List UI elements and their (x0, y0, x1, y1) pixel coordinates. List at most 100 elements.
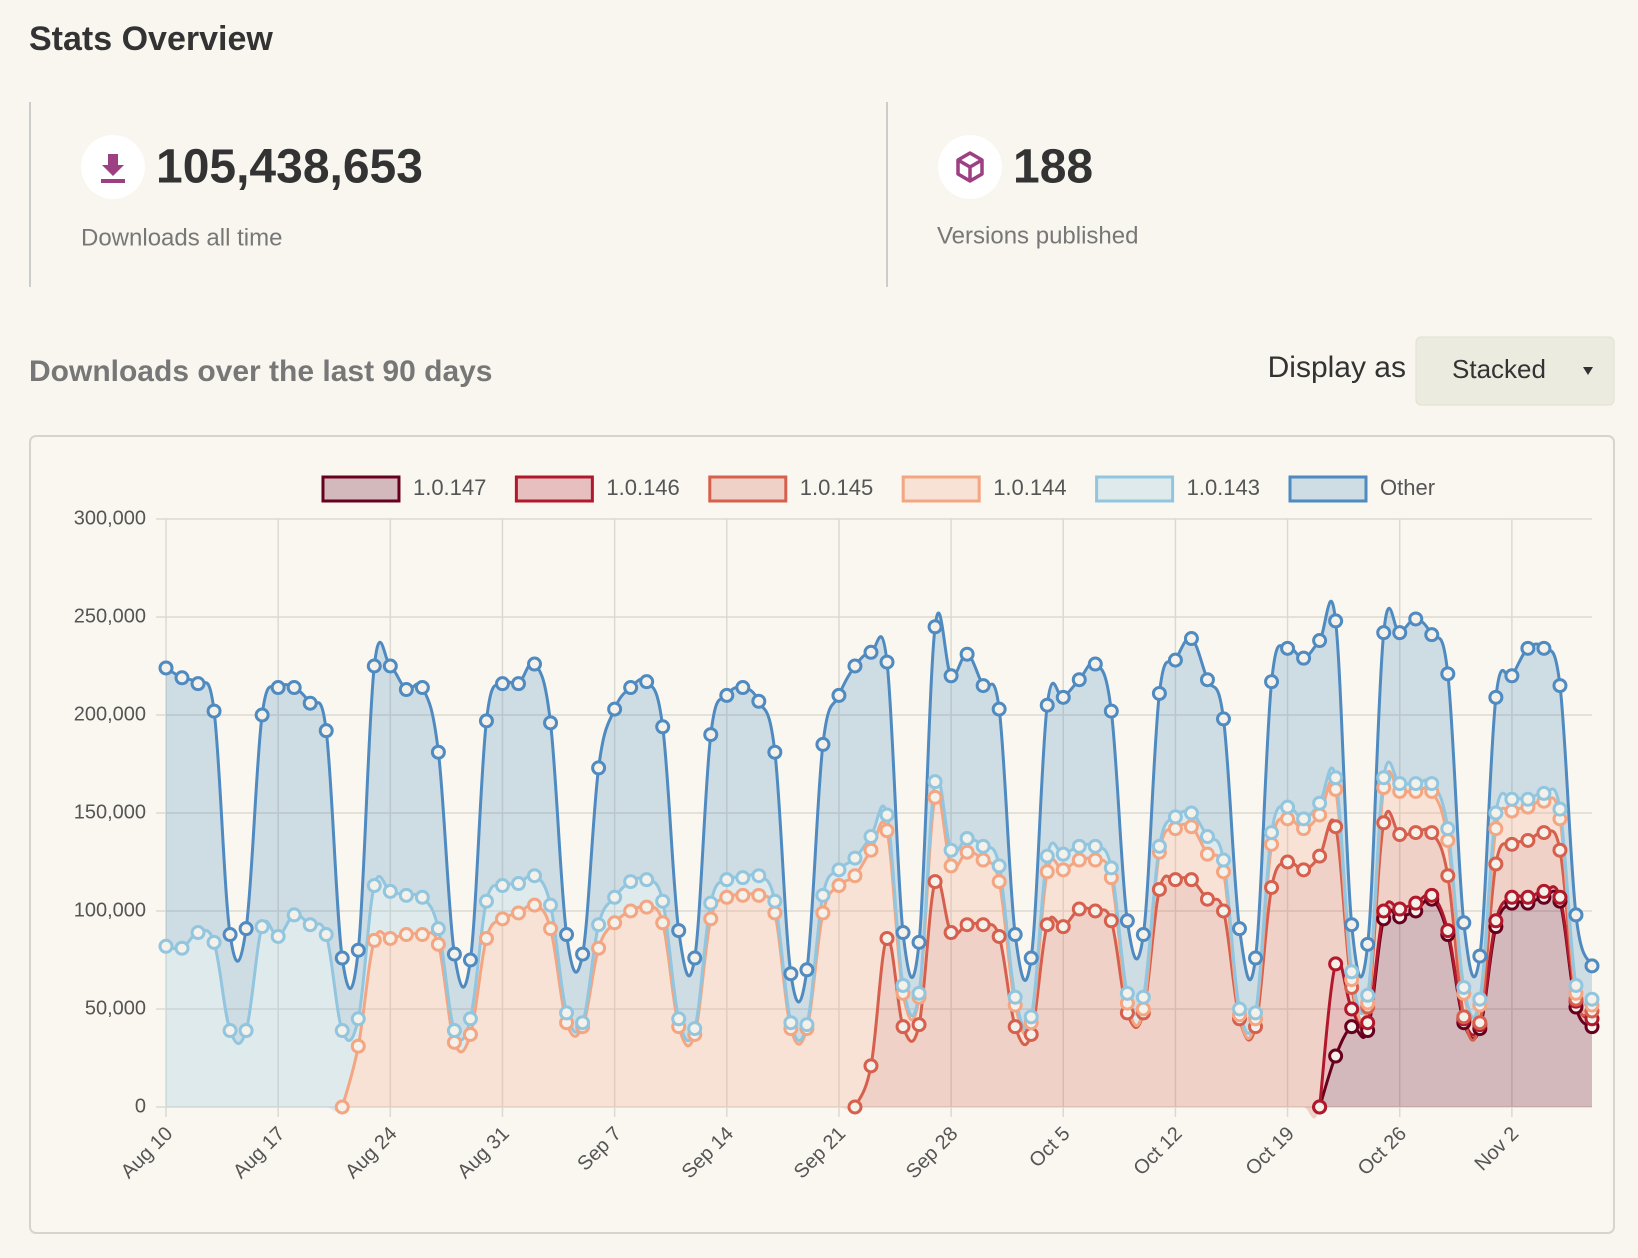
stat-label: Versions published (937, 222, 1138, 249)
point (430, 936, 446, 952)
point (1103, 860, 1119, 876)
point (1360, 987, 1376, 1003)
point (1424, 627, 1440, 643)
point (575, 946, 591, 962)
point (350, 1011, 366, 1027)
point (687, 1021, 703, 1037)
point (975, 838, 991, 854)
legend-swatch (1095, 475, 1175, 503)
point (1408, 825, 1424, 841)
point (1264, 836, 1280, 852)
point (1408, 611, 1424, 627)
point (1071, 672, 1087, 688)
point (1039, 917, 1055, 933)
point (1215, 711, 1231, 727)
display-select[interactable]: Stacked (1415, 336, 1615, 406)
point (1055, 919, 1071, 935)
point (1007, 1019, 1023, 1035)
legend-swatch-bg (709, 477, 786, 501)
point (1344, 1001, 1360, 1017)
y-tick-label: 100,000 (74, 899, 146, 921)
point (478, 893, 494, 909)
point (975, 852, 991, 868)
point (815, 905, 831, 921)
point (1328, 1048, 1344, 1064)
point (927, 789, 943, 805)
point (543, 921, 559, 937)
point (174, 940, 190, 956)
point (1312, 633, 1328, 649)
point (1248, 950, 1264, 966)
point (1296, 650, 1312, 666)
point (190, 676, 206, 692)
point (1472, 1015, 1488, 1031)
point (1071, 852, 1087, 868)
point (1183, 819, 1199, 835)
point (398, 927, 414, 943)
point (927, 774, 943, 790)
point (991, 928, 1007, 944)
point (575, 1015, 591, 1031)
point (895, 977, 911, 993)
point (1167, 652, 1183, 668)
point (430, 921, 446, 937)
point (639, 872, 655, 888)
point (975, 917, 991, 933)
point (607, 915, 623, 931)
point (1504, 668, 1520, 684)
point (767, 905, 783, 921)
point (366, 658, 382, 674)
point (1119, 985, 1135, 1001)
point (1472, 948, 1488, 964)
point (527, 868, 543, 884)
point (1199, 846, 1215, 862)
point (1584, 958, 1600, 974)
point (1504, 791, 1520, 807)
point (927, 619, 943, 635)
legend-swatch (901, 475, 981, 503)
point (1151, 881, 1167, 897)
point (1552, 842, 1568, 858)
point (382, 658, 398, 674)
legend-item: 1.0.146 (514, 475, 680, 503)
point (1151, 838, 1167, 854)
legend-item: 1.0.144 (901, 475, 1067, 503)
point (238, 921, 254, 937)
point (1520, 640, 1536, 656)
versions-icon (938, 135, 1002, 199)
legend-swatch (514, 475, 594, 503)
point (350, 1038, 366, 1054)
point (735, 870, 751, 886)
point (494, 911, 510, 927)
point (1167, 809, 1183, 825)
point (991, 701, 1007, 717)
legend-label: 1.0.145 (800, 475, 873, 500)
point (703, 895, 719, 911)
point (206, 934, 222, 950)
point (1280, 811, 1296, 827)
point (1135, 989, 1151, 1005)
point (1424, 887, 1440, 903)
point (991, 874, 1007, 890)
point (895, 925, 911, 941)
legend-swatch-bg (1096, 477, 1173, 501)
point (398, 682, 414, 698)
point (510, 876, 526, 892)
point (1376, 815, 1392, 831)
point (911, 934, 927, 950)
point (639, 674, 655, 690)
point (735, 680, 751, 696)
point (1039, 848, 1055, 864)
point (1103, 703, 1119, 719)
point (446, 1023, 462, 1039)
point (847, 1099, 863, 1115)
point (991, 858, 1007, 874)
legend-swatch-bg (322, 477, 399, 501)
point (559, 1005, 575, 1021)
point (1135, 1001, 1151, 1017)
point (414, 889, 430, 905)
point (1552, 801, 1568, 817)
display-value[interactable]: Stacked (1452, 354, 1546, 384)
point (1520, 832, 1536, 848)
